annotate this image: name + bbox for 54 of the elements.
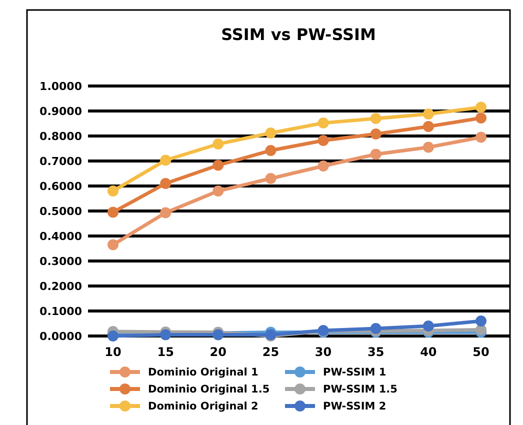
point xyxy=(160,207,172,218)
y-tick-label: 0.1000 xyxy=(40,304,82,318)
point xyxy=(160,178,172,189)
y-tick-label: 0.4000 xyxy=(40,230,82,243)
point xyxy=(160,154,172,166)
x-tick-label: 25 xyxy=(262,345,280,359)
point xyxy=(476,112,486,124)
chart-title: SSIM vs PW-SSIM xyxy=(221,25,376,44)
point xyxy=(265,173,276,184)
point xyxy=(108,206,118,218)
point xyxy=(370,113,382,124)
point xyxy=(265,128,276,138)
legend-label: PW-SSIM 2 xyxy=(323,400,386,413)
point xyxy=(212,160,224,171)
y-tick-label: 0.9000 xyxy=(40,104,82,118)
legend-label: PW-SSIM 1.5 xyxy=(323,384,398,396)
x-tick-label: 50 xyxy=(472,345,490,359)
point xyxy=(108,330,118,342)
y-tick-label: 0.3000 xyxy=(40,254,82,268)
point xyxy=(422,142,434,153)
point xyxy=(422,320,434,332)
point xyxy=(318,160,329,172)
point xyxy=(476,132,486,143)
y-tick-label: 0.2000 xyxy=(40,280,82,293)
legend-label: Dominio Original 1.5 xyxy=(148,384,270,396)
x-tick-label: 35 xyxy=(368,345,384,359)
y-tick-label: 0.7000 xyxy=(40,154,82,168)
point xyxy=(370,128,382,140)
x-tick-label: 10 xyxy=(104,345,122,359)
y-tick-label: 0.5000 xyxy=(40,204,82,218)
legend-label: PW-SSIM 1 xyxy=(323,366,386,379)
x-tick-label: 40 xyxy=(420,345,437,359)
point xyxy=(476,316,486,326)
point xyxy=(108,186,118,196)
point xyxy=(370,148,382,160)
point xyxy=(212,138,224,150)
point xyxy=(476,102,486,113)
point xyxy=(370,323,382,334)
x-tick-label: 20 xyxy=(210,345,226,359)
y-tick-label: 0.6000 xyxy=(40,180,82,193)
point xyxy=(318,118,329,128)
point xyxy=(422,108,434,120)
legend-label: Dominio Original 2 xyxy=(148,400,258,413)
x-tick-label: 30 xyxy=(314,345,332,359)
y-tick-label: 0.0000 xyxy=(40,330,82,343)
legend-label: Dominio Original 1 xyxy=(148,366,258,379)
y-tick-label: 0.8000 xyxy=(40,130,82,143)
point xyxy=(265,145,276,156)
x-tick-label: 15 xyxy=(157,345,174,359)
point xyxy=(108,239,118,250)
point xyxy=(422,121,434,132)
point xyxy=(212,186,224,196)
point xyxy=(318,135,329,146)
y-tick-label: 1.0000 xyxy=(40,80,82,93)
